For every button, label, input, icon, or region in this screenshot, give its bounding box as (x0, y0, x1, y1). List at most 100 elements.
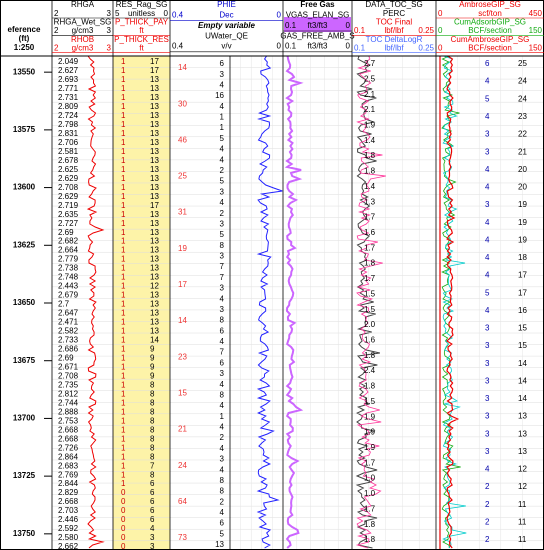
value-label: 1 (121, 345, 126, 354)
value-label: 1 (121, 327, 126, 336)
value-label: 2.708 (58, 183, 79, 192)
scale-label: ft3/ft3 (307, 42, 328, 51)
value-label: 2.888 (58, 407, 79, 416)
value-label: 8 (150, 452, 155, 461)
log-curve (442, 55, 467, 549)
value-label: 2.682 (58, 237, 79, 246)
value-label: 13 (150, 327, 159, 336)
value-label: 2.7 (58, 300, 70, 309)
curve-name: CumAmbroseGIP_SG (451, 35, 530, 44)
value-label: 5 (220, 529, 225, 538)
value-label: 1 (121, 93, 126, 102)
value-label: 19 (518, 235, 527, 244)
value-label: 3 (485, 359, 490, 368)
value-label: 13 (150, 93, 159, 102)
value-label: 2.724 (58, 111, 79, 120)
value-label: 1.0 (364, 474, 376, 483)
value-label: 17 (150, 201, 159, 210)
value-label: 1 (121, 461, 126, 470)
scale-label: 0 (438, 43, 443, 52)
value-label: 13 (150, 165, 159, 174)
value-label: 9 (150, 371, 155, 380)
curve-name: RES_Rag_SG (116, 0, 168, 9)
value-label: 2.0 (364, 320, 376, 329)
value-label: 4 (220, 465, 225, 474)
value-label: 6 (220, 358, 225, 367)
value-label: 5 (485, 94, 490, 103)
value-label: 2 (485, 517, 490, 526)
value-label: 1 (121, 192, 126, 201)
value-label: 2.580 (58, 533, 79, 542)
value-label: 17 (518, 271, 527, 280)
value-label: 2 (220, 433, 225, 442)
curve-name: PHIE (217, 0, 236, 9)
value-label: 6 (220, 59, 225, 68)
value-label: 1.0 (364, 489, 376, 498)
value-label: 3 (485, 324, 490, 333)
value-label: 1 (121, 291, 126, 300)
value-label: 1 (121, 228, 126, 237)
value-label: 9 (150, 362, 155, 371)
value-label: 25 (178, 172, 187, 181)
scale-label: BCF/section (468, 26, 512, 35)
value-label: 7 (220, 348, 225, 357)
value-label: 3 (485, 429, 490, 438)
value-label: 13 (150, 273, 159, 282)
scale-label: 2 (54, 43, 59, 52)
log-curve (284, 55, 304, 549)
value-label: 2.735 (58, 380, 79, 389)
value-label: 1.9 (364, 121, 376, 130)
value-label: 13 (150, 138, 159, 147)
value-label: 1 (121, 318, 126, 327)
value-label: 2.662 (58, 542, 79, 550)
value-label: 4 (485, 465, 490, 474)
scale-label: 150 (529, 43, 543, 52)
value-label: 17 (150, 66, 159, 75)
value-label: 2.678 (58, 156, 79, 165)
value-label: 13 (150, 84, 159, 93)
value-label: 1 (121, 66, 126, 75)
value-label: 1 (121, 443, 126, 452)
value-label: 2.582 (58, 327, 79, 336)
value-label: 8 (150, 425, 155, 434)
value-label: 5 (220, 177, 225, 186)
value-label: 1 (121, 389, 126, 398)
value-label: 2.769 (58, 470, 79, 479)
value-label: 8 (150, 416, 155, 425)
value-label: 1 (121, 156, 126, 165)
value-label: 3 (150, 533, 155, 542)
value-label: 64 (178, 497, 187, 506)
value-label: 2 (485, 535, 490, 544)
scale-label: 0 (277, 11, 282, 20)
log-curve (256, 55, 283, 549)
value-label: 46 (178, 135, 187, 144)
value-label: 4 (220, 444, 225, 453)
value-label: 1 (121, 380, 126, 389)
value-label: 2 (485, 500, 490, 509)
value-label: 2.668 (58, 425, 79, 434)
value-label: 13 (150, 192, 159, 201)
value-label: 2 (485, 482, 490, 491)
value-label: 6 (150, 506, 155, 515)
scale-label: 0 (438, 26, 443, 35)
value-label: 2.683 (58, 461, 79, 470)
value-label: 1 (121, 264, 126, 273)
curve-name: PERC (383, 9, 405, 18)
value-label: 3 (150, 542, 155, 550)
value-label: 1.8 (364, 535, 376, 544)
value-label: 3 (220, 70, 225, 79)
value-label: 2.726 (58, 443, 79, 452)
value-label: 0 (121, 506, 126, 515)
curve-name: Empty variable (198, 21, 255, 30)
value-label: 2.812 (58, 389, 79, 398)
scale-label: 0.4 (172, 11, 184, 20)
depth-header: 1:250 (14, 43, 35, 52)
value-label: 5 (220, 230, 225, 239)
scale-label: g/cm3 (72, 43, 94, 52)
value-label: 3 (220, 219, 225, 228)
value-label: 1 (121, 470, 126, 479)
scale-label: ft (139, 43, 144, 52)
value-label: 4 (220, 198, 225, 207)
value-label: 8 (220, 390, 225, 399)
value-label: 1.5 (364, 397, 376, 406)
